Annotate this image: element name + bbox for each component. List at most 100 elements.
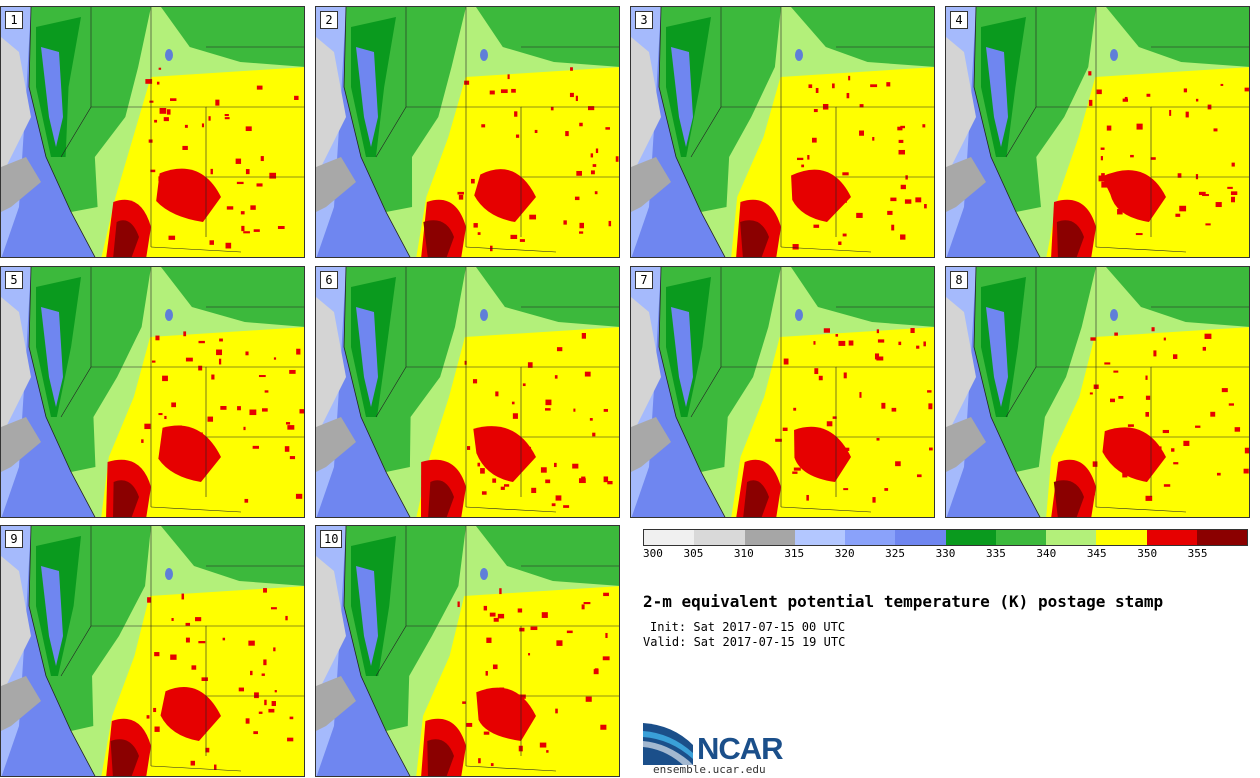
colorbar-tick-label: 300: [643, 547, 663, 560]
hot-speckle: [145, 79, 153, 84]
very-hot-zone: [428, 480, 454, 517]
hot-speckle: [900, 184, 906, 190]
hot-speckle: [274, 690, 277, 693]
hot-speckle: [513, 733, 516, 739]
hot-speckle: [550, 106, 554, 111]
map-image: [631, 7, 934, 257]
hot-speckle: [253, 229, 260, 232]
hot-speckle: [891, 407, 897, 412]
hot-speckle: [783, 358, 789, 365]
hot-speckle: [910, 328, 915, 334]
hot-speckle: [208, 116, 211, 121]
hot-speckle: [260, 156, 264, 162]
hot-speckle: [607, 480, 613, 485]
state-border: [465, 506, 557, 513]
hot-speckle: [886, 82, 891, 87]
hot-speckle: [480, 468, 485, 474]
hot-speckle: [1221, 388, 1228, 393]
hot-speckle: [481, 124, 486, 128]
hot-speckle: [466, 446, 471, 450]
colorbar-ticks: 300 305 310 315 320 325 330 335 340 345 350 355: [643, 547, 1248, 561]
hot-speckle: [201, 123, 205, 128]
offshore-land-dark: [1, 157, 41, 212]
colorbar-swatch: [895, 530, 946, 545]
hot-speckle: [473, 223, 478, 228]
hot-speckle: [792, 244, 799, 250]
hot-speckle: [594, 191, 598, 195]
hot-speckle: [486, 712, 492, 715]
coastline: [973, 7, 1041, 257]
offshore-land: [316, 37, 346, 177]
coastline: [658, 7, 726, 257]
hot-speckle: [515, 134, 520, 138]
hot-speckle: [258, 711, 263, 714]
offshore-land-dark: [631, 157, 671, 212]
warm-zone: [101, 327, 304, 517]
hot-speckle: [285, 422, 291, 425]
hot-speckle: [793, 467, 801, 471]
hot-speckle: [158, 67, 162, 70]
map-image: [1, 526, 304, 776]
hot-speckle: [516, 463, 522, 468]
hot-speckle: [539, 742, 547, 748]
hot-speckle: [149, 100, 154, 103]
panel-number: 4: [950, 11, 968, 29]
hot-speckle: [268, 708, 275, 713]
hot-speckle: [884, 488, 889, 491]
hot-speckle: [900, 234, 906, 240]
hot-speckle: [296, 348, 301, 355]
warm-zone: [1046, 327, 1249, 517]
colorbar-swatch: [1146, 530, 1197, 545]
colorbar-swatch: [845, 530, 896, 545]
hot-speckle: [1171, 448, 1175, 452]
sierra-cold-zone: [671, 47, 693, 147]
hot-speckle: [457, 601, 460, 608]
hot-speckle: [1215, 202, 1222, 208]
hot-speckle: [478, 758, 481, 764]
colorbar-swatch: [644, 530, 695, 545]
map-panel-9: 9: [0, 525, 305, 777]
hot-speckle: [900, 125, 906, 129]
warm-zone: [101, 586, 304, 776]
hot-speckle: [856, 212, 863, 218]
hot-speckle: [807, 155, 810, 160]
hot-speckle: [874, 353, 880, 360]
northeast-green: [161, 267, 304, 327]
hot-speckle: [146, 715, 150, 719]
hot-speckle: [181, 593, 185, 600]
hot-speckle: [201, 677, 208, 681]
hot-speckle: [928, 447, 933, 451]
hot-speckle: [832, 416, 837, 419]
northeast-green: [161, 526, 304, 586]
hot-speckle: [224, 117, 230, 120]
hot-speckle: [916, 345, 920, 349]
hot-speckle: [241, 225, 245, 232]
hot-speckle: [1145, 495, 1153, 501]
hot-speckle: [1142, 185, 1148, 191]
hot-speckle: [235, 158, 242, 164]
hot-speckle: [219, 338, 223, 342]
hot-speckle: [545, 408, 551, 411]
map-panel-4: 4: [945, 6, 1250, 258]
hot-speckle: [164, 415, 167, 420]
hot-speckle: [838, 241, 842, 245]
hot-speckle: [928, 403, 933, 410]
hot-speckle: [1101, 181, 1109, 188]
very-hot-zone: [427, 739, 454, 776]
hot-speckle: [510, 234, 518, 240]
hot-speckle: [608, 220, 612, 227]
offshore-land: [1, 556, 31, 696]
hot-speckle: [845, 447, 850, 452]
hot-speckle: [495, 391, 499, 397]
hot-zone: [474, 169, 536, 222]
hot-speckle: [801, 164, 805, 168]
sierra-cold-zone: [41, 307, 63, 407]
offshore-land: [631, 297, 661, 437]
hot-speckle: [1118, 395, 1124, 399]
hot-speckle: [258, 375, 266, 378]
coastline: [973, 267, 1041, 517]
hot-speckle: [185, 637, 190, 643]
hot-speckle: [595, 148, 599, 154]
hot-speckle: [236, 181, 244, 185]
hot-speckle: [1090, 337, 1096, 341]
